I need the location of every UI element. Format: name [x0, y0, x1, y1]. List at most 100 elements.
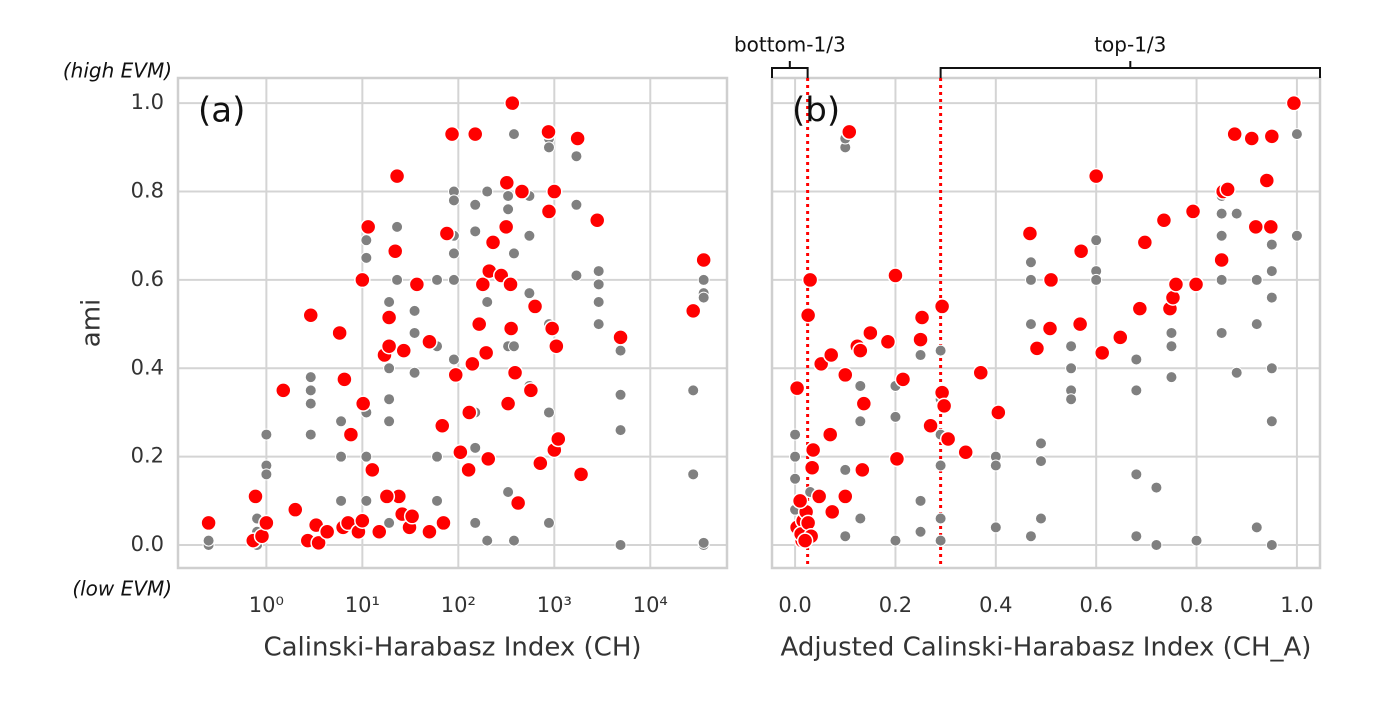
point	[1265, 415, 1278, 428]
point	[1130, 468, 1143, 481]
point	[342, 426, 360, 443]
point	[1230, 366, 1243, 379]
point	[477, 344, 495, 362]
point	[543, 320, 561, 337]
point	[889, 534, 902, 547]
point	[933, 384, 951, 401]
point	[1184, 203, 1202, 220]
point	[614, 388, 627, 401]
point	[939, 430, 957, 448]
y-axis-label: ami	[77, 299, 107, 347]
point	[470, 315, 488, 333]
point	[1130, 353, 1143, 366]
point	[481, 296, 494, 309]
point	[1072, 242, 1090, 260]
point	[789, 428, 802, 441]
point	[614, 424, 627, 437]
point	[837, 488, 854, 505]
point	[687, 468, 700, 481]
point	[1250, 273, 1263, 286]
point	[304, 371, 317, 384]
point	[1265, 291, 1278, 304]
point	[335, 450, 348, 463]
point	[408, 326, 421, 339]
point	[1155, 212, 1173, 229]
x-axis-label: Adjusted Calinski-Harabasz Index (CH_A)	[781, 633, 1312, 663]
point	[532, 455, 549, 472]
point	[1130, 530, 1143, 543]
point	[507, 534, 520, 547]
point	[1230, 207, 1243, 220]
point	[788, 379, 806, 397]
point	[200, 514, 217, 532]
point	[1165, 326, 1178, 339]
point	[431, 273, 444, 286]
point	[1065, 340, 1078, 353]
point	[388, 167, 406, 185]
point	[933, 298, 951, 315]
point	[481, 185, 494, 198]
point	[1165, 371, 1178, 384]
point	[614, 344, 627, 357]
point	[469, 516, 482, 529]
point	[480, 450, 497, 468]
point	[1090, 273, 1103, 286]
point	[542, 516, 555, 529]
x-tick-label: 0.2	[879, 593, 912, 617]
region-label: bottom-1/3	[734, 33, 846, 57]
point	[466, 125, 484, 143]
point	[354, 395, 372, 412]
region-bracket	[939, 61, 1321, 78]
point	[431, 450, 444, 463]
point	[438, 225, 456, 242]
annotation: (low EVM)	[72, 577, 172, 601]
point	[1215, 207, 1228, 220]
point	[1028, 340, 1046, 357]
point	[354, 512, 371, 529]
point	[260, 428, 273, 441]
point	[934, 344, 947, 357]
point	[304, 384, 317, 397]
point	[258, 514, 275, 532]
point	[1265, 238, 1278, 251]
x-tick-label: 10⁴	[633, 593, 668, 617]
x-tick-label: 0.6	[1079, 593, 1112, 617]
point	[1226, 125, 1243, 143]
x-axis-label: Calinski-Harabasz Index (CH)	[263, 633, 641, 663]
point	[1136, 234, 1154, 251]
point	[1024, 530, 1037, 543]
point	[1093, 344, 1111, 362]
point	[447, 194, 460, 207]
annotation: (high EVM)	[63, 59, 172, 83]
x-tick-label: 0.0	[778, 593, 811, 617]
y-tick-label: 1.0	[131, 90, 164, 114]
region-label: top-1/3	[1094, 33, 1166, 57]
x-tick-label: 1.0	[1280, 593, 1313, 617]
point	[504, 94, 521, 112]
point	[810, 488, 828, 505]
point	[447, 366, 465, 384]
point	[542, 141, 555, 154]
point	[697, 291, 710, 304]
point	[302, 307, 320, 324]
point	[1034, 512, 1047, 525]
point	[383, 296, 396, 309]
point	[391, 220, 404, 233]
point	[434, 417, 451, 434]
point	[913, 309, 931, 326]
point	[447, 247, 460, 260]
x-tick-label: 10²	[441, 593, 476, 617]
point	[391, 273, 404, 286]
point	[592, 318, 605, 331]
point	[572, 466, 590, 483]
point	[854, 415, 867, 428]
point	[354, 271, 371, 289]
point	[360, 234, 373, 247]
point	[260, 468, 273, 481]
point	[523, 287, 536, 300]
point	[888, 450, 906, 468]
point	[364, 461, 381, 479]
point	[386, 242, 404, 260]
point	[331, 324, 348, 342]
point	[1250, 521, 1263, 534]
